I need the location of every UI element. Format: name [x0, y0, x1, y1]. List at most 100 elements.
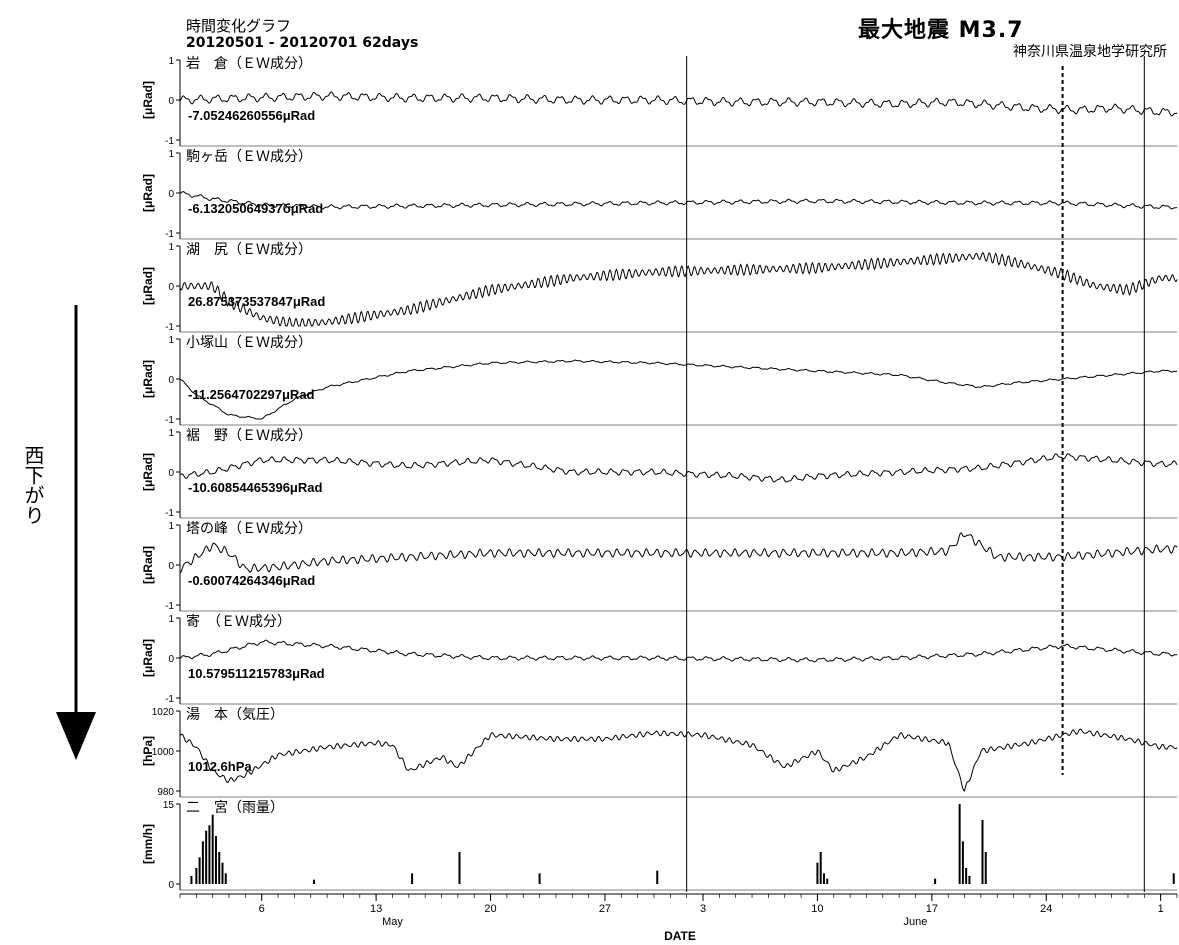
panel-station-name: 裾 野（ＥＷ成分） — [186, 428, 312, 444]
graph-title: 時間変化グラフ — [186, 17, 292, 35]
panel-7: 1 0 -1 [μRad] 寄 （ＥＷ成分） 10.579511215783μRad — [141, 613, 1178, 705]
rain-bar — [411, 873, 414, 884]
rain-bar — [208, 825, 211, 884]
rain-bar — [214, 836, 217, 884]
series-line — [179, 639, 1178, 663]
y-tick-label: -1 — [165, 229, 174, 240]
rain-bar — [819, 852, 822, 884]
month-label: June — [904, 916, 928, 928]
rain-bar — [656, 870, 659, 884]
y-tick-label: 1 — [168, 521, 174, 532]
x-tick-label: 1 — [1158, 903, 1164, 915]
rain-bar — [458, 852, 461, 884]
rain-bar — [816, 862, 819, 884]
panel-3: 1 0 -1 [μRad] 湖 尻（ＥＷ成分） 26.875373537847μRad — [141, 242, 1178, 333]
rain-bar — [195, 868, 198, 884]
panel-station-name: 湯 本（気圧） — [186, 706, 284, 723]
y-unit-label: [μRad] — [141, 639, 155, 677]
panel-station-name: 湖 尻（ＥＷ成分） — [186, 242, 312, 258]
y-tick-label: 1 — [168, 614, 174, 625]
y-tick-label: -1 — [165, 415, 174, 426]
y-unit-label: [μRad] — [141, 81, 155, 119]
panel-1: 1 0 -1 [μRad] 岩 倉（ＥＷ成分） -7.05246260556μRad — [141, 56, 1178, 147]
institute-name: 神奈川県温泉地学研究所 — [1013, 44, 1167, 60]
y-tick-label: 0 — [168, 375, 174, 386]
month-label: May — [382, 916, 403, 928]
y-tick-label: 1 — [168, 56, 174, 67]
series-line — [179, 532, 1178, 574]
rain-bar — [201, 841, 204, 884]
title-block: 時間変化グラフ 20120501 - 20120701 62days — [186, 18, 418, 52]
y-tick-label: 1 — [168, 149, 174, 160]
x-tick-label: 13 — [370, 903, 382, 915]
rain-bar — [313, 879, 316, 884]
rain-bar — [1172, 873, 1175, 884]
panel-5: 1 0 -1 [μRad] 裾 野（ＥＷ成分） -10.60854465396μRad — [141, 428, 1178, 519]
y-unit-label: [hPa] — [141, 736, 155, 766]
rain-bar — [218, 852, 221, 884]
panel-9: 15 0 [mm/h] 二 宮（雨量） — [141, 800, 1177, 891]
x-tick-label: 17 — [926, 903, 938, 915]
panel-2: 1 0 -1 [μRad] 駒ヶ岳（ＥＷ成分） -6.13205064937бμRad — [141, 149, 1178, 240]
y-tick-label: 0 — [168, 189, 174, 200]
y-tick-label: 1000 — [152, 747, 175, 758]
x-tick-label: 24 — [1040, 903, 1052, 915]
series-line — [179, 252, 1178, 327]
panel-4: 1 0 -1 [μRad] 小塚山（ＥＷ成分） -11.2564702297μRad — [141, 335, 1178, 426]
panel-value-label: -7.05246260556μRad — [188, 108, 315, 123]
y-unit-label: [μRad] — [141, 267, 155, 305]
panel-value-label: 26.875373537847μRad — [188, 294, 325, 309]
y-unit-label: [mm/h] — [141, 824, 155, 864]
series-line — [179, 359, 1178, 420]
panel-value-label: -0.60074264346μRad — [188, 573, 315, 588]
rain-bar — [211, 814, 214, 884]
x-tick-label: 6 — [259, 903, 265, 915]
panel-station-name: 小塚山（ＥＷ成分） — [186, 335, 312, 351]
rain-bar — [826, 878, 829, 884]
rain-bar — [958, 804, 961, 884]
x-tick-label: 10 — [811, 903, 823, 915]
rain-bar — [965, 868, 968, 884]
y-tick-label: 0 — [168, 561, 174, 572]
panel-value-label: -6.13205064937бμRad — [188, 201, 323, 216]
tilt-direction-label: 西下がり — [21, 445, 45, 525]
panel-value-label: 10.579511215783μRad — [188, 666, 325, 681]
y-tick-label: -1 — [165, 136, 174, 147]
panel-value-label: -11.2564702297μRad — [188, 387, 315, 402]
x-tick-label: 27 — [599, 903, 611, 915]
rain-bar — [538, 873, 541, 884]
panel-station-name: 駒ヶ岳（ＥＷ成分） — [186, 149, 312, 165]
panel-value-label: 1012.6hPa — [188, 759, 252, 774]
y-tick-label: 1 — [168, 242, 174, 253]
y-tick-label: 0 — [168, 282, 174, 293]
panel-value-label: -10.60854465396μRad — [188, 480, 323, 495]
y-tick-label: 1020 — [152, 707, 175, 718]
rain-bar — [984, 852, 987, 884]
rain-bar — [205, 830, 208, 884]
y-tick-label: 0 — [168, 654, 174, 665]
series-line — [179, 728, 1178, 792]
rain-bar — [961, 841, 964, 884]
y-tick-label: -1 — [165, 508, 174, 519]
down-arrow-icon — [56, 305, 96, 760]
y-tick-label: -1 — [165, 322, 174, 333]
series-line — [179, 453, 1178, 483]
panel-6: 1 0 -1 [μRad] 塔の峰（ＥＷ成分） -0.60074264346μRad — [141, 521, 1178, 612]
max-earthquake-label: 最大地震 M3.7 — [858, 18, 1024, 43]
y-tick-label: 15 — [163, 800, 175, 811]
rain-bar — [822, 873, 825, 884]
rain-bar — [221, 862, 224, 884]
x-tick-label: 20 — [484, 903, 496, 915]
y-tick-label: 0 — [168, 468, 174, 479]
panel-station-name: 寄 （ＥＷ成分） — [186, 613, 291, 630]
y-unit-label: [μRad] — [141, 546, 155, 584]
y-unit-label: [μRad] — [141, 174, 155, 212]
rain-bar — [934, 878, 937, 884]
y-tick-label: 980 — [157, 787, 174, 798]
y-unit-label: [μRad] — [141, 453, 155, 491]
y-tick-label: 1 — [168, 335, 174, 346]
y-unit-label: [μRad] — [141, 360, 155, 398]
panel-station-name: 岩 倉（ＥＷ成分） — [186, 56, 312, 72]
